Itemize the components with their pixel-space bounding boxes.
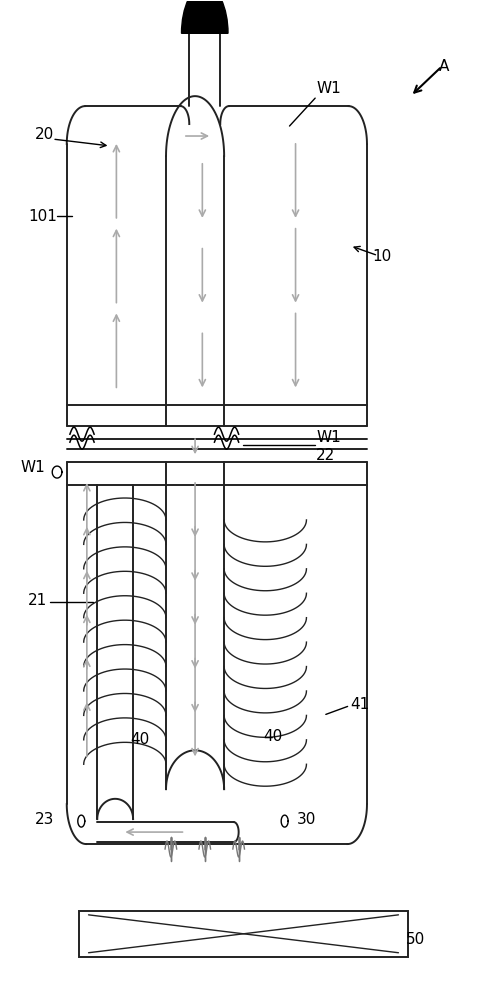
Text: 101: 101: [28, 209, 57, 224]
Text: W1: W1: [316, 81, 341, 96]
Text: 40: 40: [263, 729, 282, 744]
Text: 10: 10: [372, 249, 391, 264]
Text: 40: 40: [130, 732, 149, 747]
Text: 22: 22: [316, 448, 336, 463]
Text: W1: W1: [21, 460, 45, 475]
Text: 30: 30: [297, 812, 316, 827]
Text: W1: W1: [316, 430, 341, 445]
Bar: [79, 911, 408, 957]
Wedge shape: [182, 0, 228, 33]
Text: 50: 50: [406, 932, 425, 947]
Text: 21: 21: [28, 593, 47, 608]
Text: 41: 41: [350, 697, 369, 712]
Text: A: A: [439, 59, 450, 74]
Text: 23: 23: [35, 812, 55, 827]
Text: 20: 20: [35, 127, 55, 142]
